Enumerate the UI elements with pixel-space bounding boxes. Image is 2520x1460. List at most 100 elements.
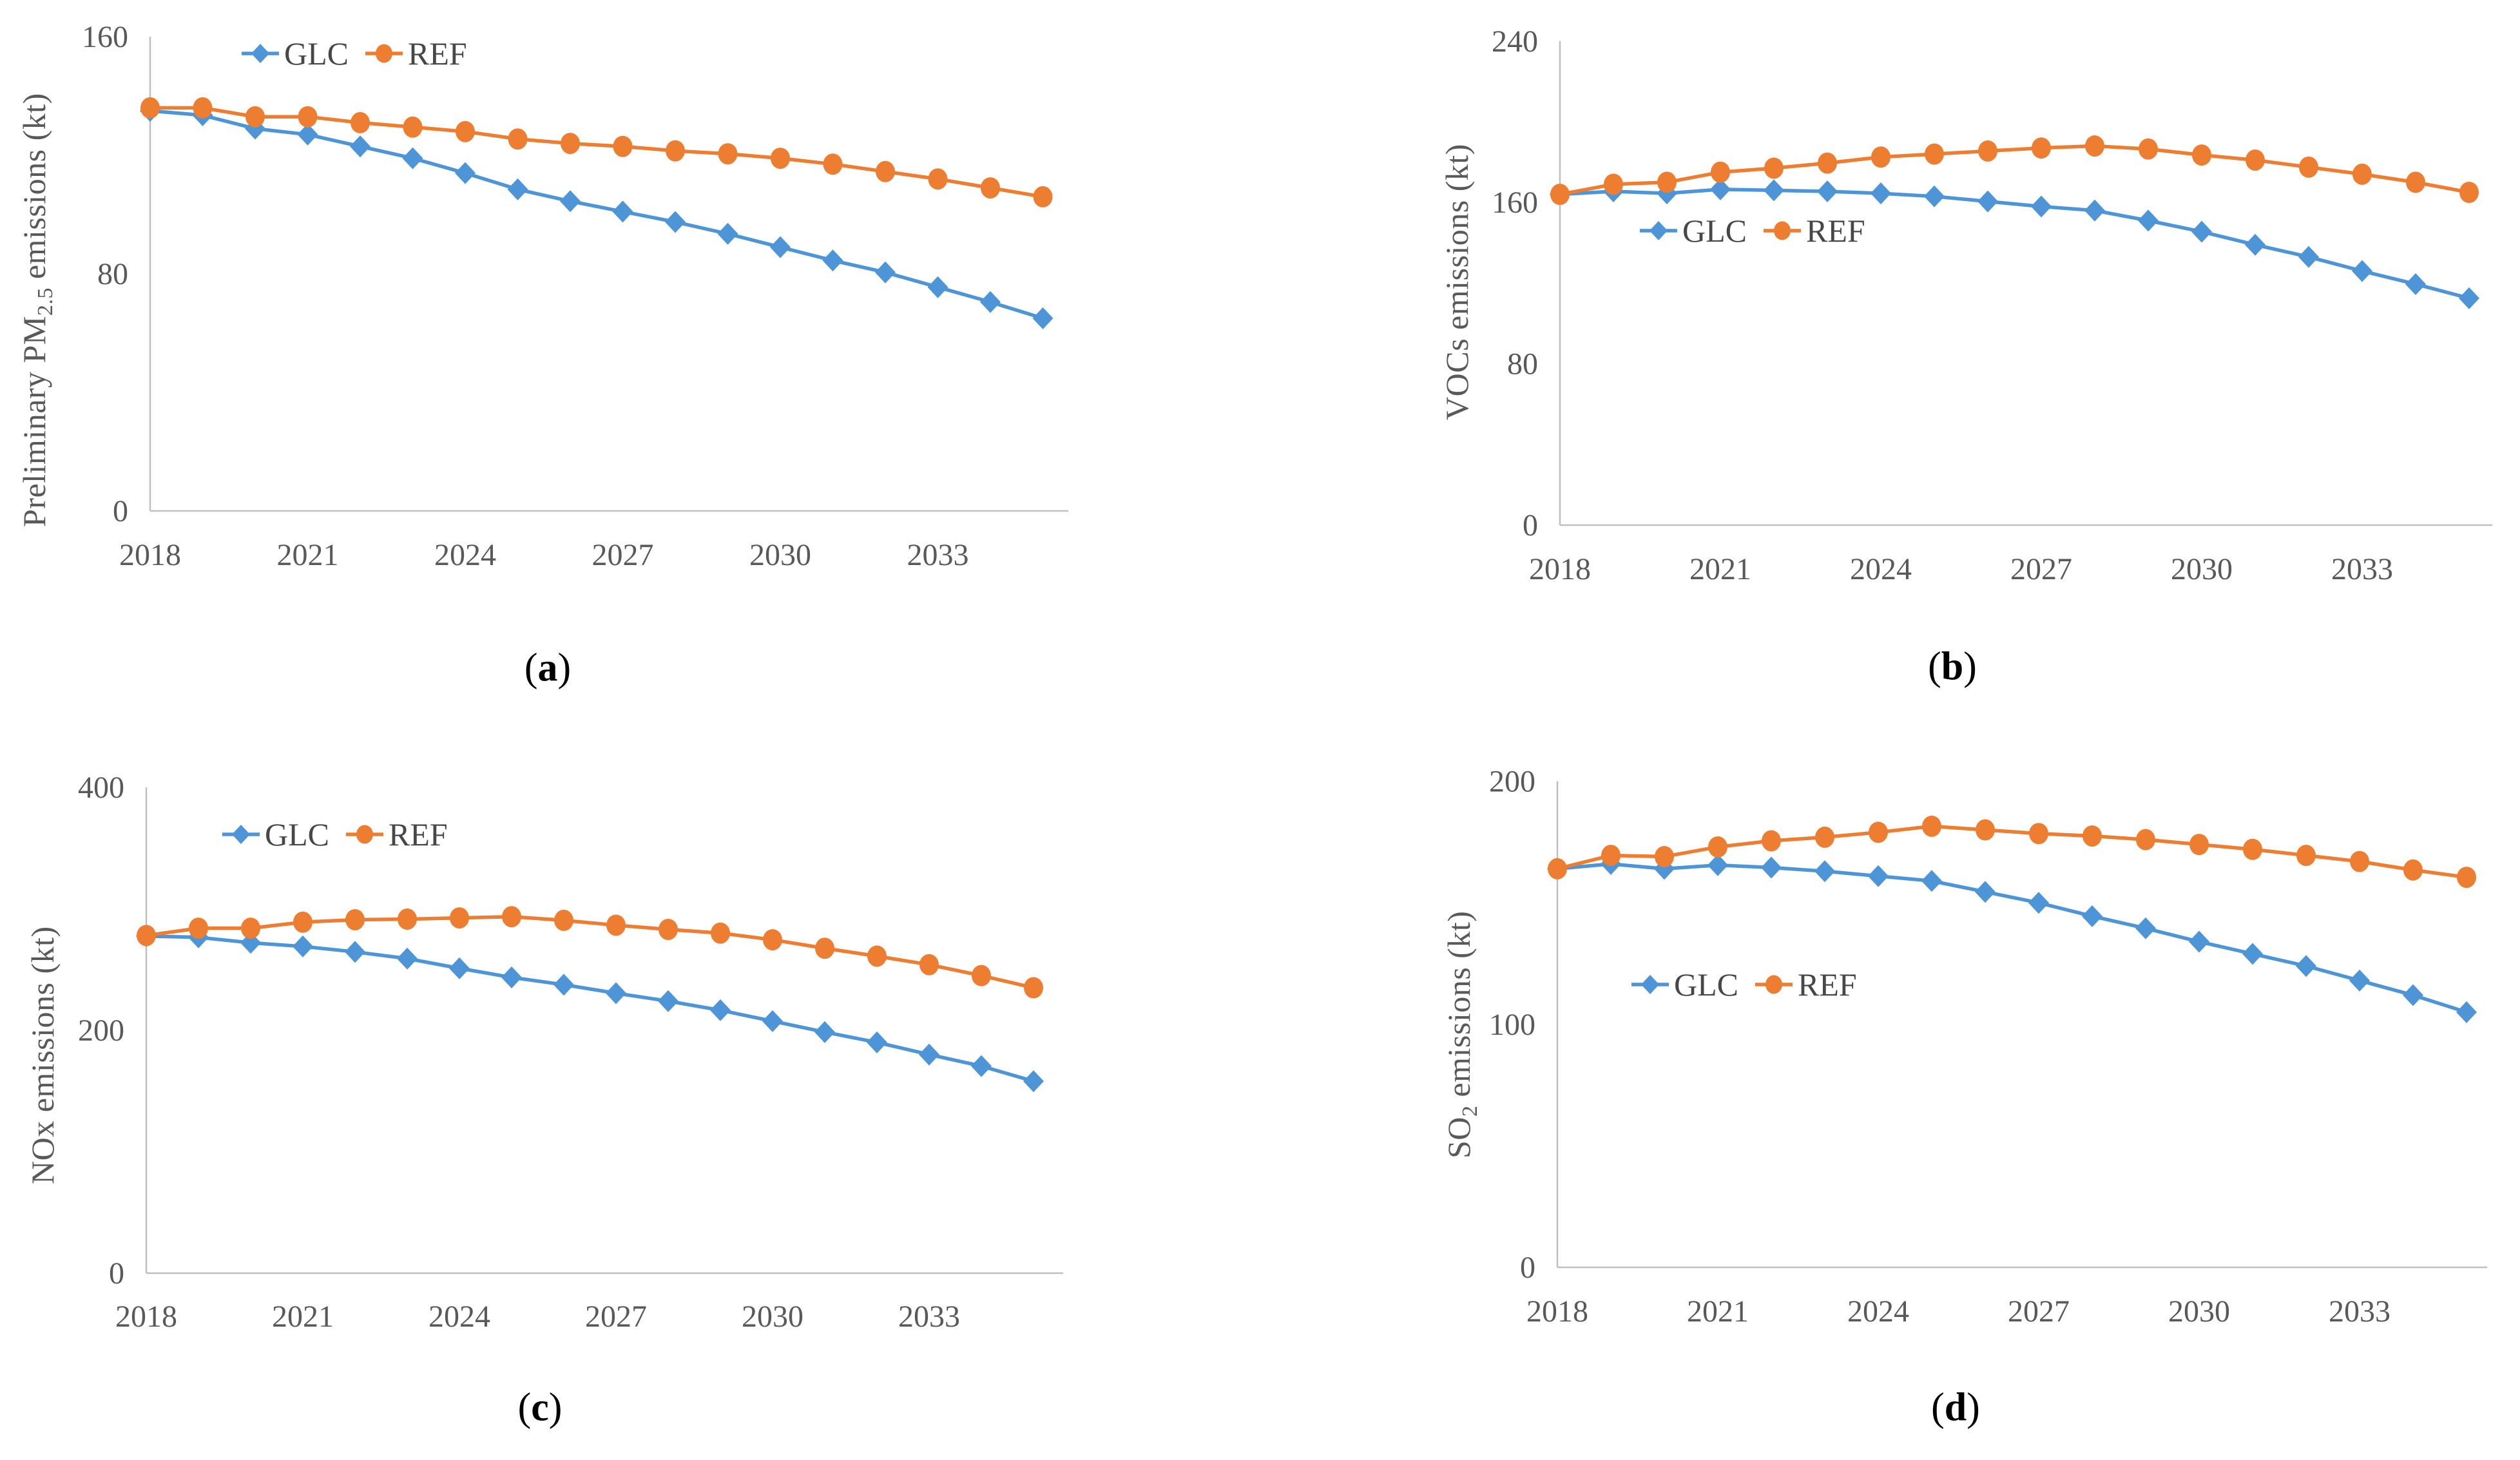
series-marker-ref-a: [1033, 186, 1053, 207]
series-marker-glc-b: [2352, 260, 2372, 282]
x-tick-label-a: 2021: [277, 538, 339, 572]
legend-marker-glc-c: [232, 825, 250, 844]
series-marker-glc-b: [2031, 195, 2052, 218]
series-marker-ref-b: [1604, 173, 1623, 195]
series-marker-ref-c: [450, 907, 469, 929]
series-line-ref-a: [148, 106, 1045, 199]
series-marker-glc-d: [2456, 1001, 2477, 1023]
series-marker-glc-d: [2028, 892, 2049, 914]
series-marker-ref-c: [137, 925, 156, 946]
series-marker-ref-c: [972, 965, 991, 986]
x-tick-label-c: 2018: [115, 1300, 177, 1334]
y-tick-label-b: 160: [1492, 186, 1538, 220]
series-marker-ref-a: [245, 106, 265, 128]
series-marker-glc-d: [1814, 860, 1835, 883]
caption-panel-c: (c): [517, 1385, 563, 1430]
series-marker-glc-c: [345, 941, 365, 963]
series-marker-glc-a: [717, 222, 738, 245]
series-marker-ref-d: [2136, 829, 2155, 850]
series-marker-ref-b: [2299, 156, 2318, 178]
series-marker-ref-b: [2192, 144, 2211, 166]
x-tick-label-a: 2027: [592, 538, 654, 572]
series-marker-ref-a: [666, 140, 685, 162]
series-marker-ref-d: [2082, 825, 2102, 847]
series-marker-ref-a: [928, 168, 948, 190]
series-marker-glc-d: [1707, 854, 1728, 876]
series-marker-glc-a: [822, 249, 843, 272]
caption-panel-a: (a): [524, 646, 572, 690]
series-marker-glc-a: [927, 276, 948, 298]
y-axis-title-nox: NOx emissions (kt): [24, 926, 61, 1184]
series-marker-ref-b: [1871, 146, 1890, 168]
x-tick-label-b: 2018: [1529, 552, 1591, 586]
series-marker-glc-b: [1817, 180, 1838, 202]
series-marker-ref-c: [502, 906, 521, 928]
series-marker-ref-d: [2457, 867, 2476, 888]
x-tick-label-d: 2024: [1847, 1294, 1909, 1329]
caption-panel-d: (d): [1931, 1385, 1980, 1430]
series-marker-ref-c: [293, 911, 313, 933]
series-marker-ref-b: [1550, 184, 1570, 206]
series-marker-glc-a: [980, 291, 1001, 313]
y-tick-label-b: 80: [1507, 347, 1538, 381]
series-marker-ref-c: [659, 919, 678, 941]
x-tick-label-b: 2027: [2010, 552, 2072, 586]
series-marker-ref-c: [763, 929, 782, 951]
x-tick-label-d: 2021: [1687, 1294, 1749, 1329]
series-marker-ref-a: [718, 143, 738, 165]
legend-label-ref-c: REF: [389, 816, 448, 852]
series-marker-ref-d: [2403, 859, 2423, 881]
series-marker-glc-c: [553, 974, 574, 996]
series-marker-ref-d: [1815, 826, 1834, 848]
series-marker-glc-a: [297, 123, 318, 146]
series-marker-glc-b: [1764, 179, 1784, 202]
series-marker-ref-d: [2350, 850, 2369, 872]
series-marker-glc-c: [293, 935, 313, 957]
legend-label-ref-d: REF: [1798, 966, 1857, 1003]
series-marker-ref-a: [456, 120, 475, 142]
series-line-ref-d: [1555, 824, 2468, 879]
y-tick-label-a: 0: [113, 494, 128, 528]
y-axis-title-vocs: VOCs emissions (kt): [1439, 144, 1475, 420]
x-tick-label-d: 2018: [1526, 1294, 1588, 1329]
series-marker-glc-a: [665, 211, 686, 233]
series-marker-glc-d: [2082, 905, 2102, 927]
series-marker-glc-a: [875, 261, 896, 283]
y-tick-label-c: 200: [78, 1013, 124, 1048]
series-marker-ref-c: [1024, 977, 1043, 999]
series-marker-ref-a: [561, 133, 580, 155]
series-marker-ref-b: [2246, 149, 2265, 171]
series-marker-ref-d: [2189, 834, 2209, 856]
series-marker-glc-c: [397, 947, 418, 970]
x-tick-label-a: 2024: [434, 538, 496, 572]
series-marker-ref-c: [867, 945, 887, 967]
legend-marker-ref-d: [1765, 975, 1782, 994]
x-tick-label-a: 2030: [749, 538, 811, 572]
series-marker-ref-c: [919, 954, 939, 975]
series-marker-glc-c: [1023, 1070, 1044, 1093]
y-tick-label-c: 0: [109, 1256, 124, 1291]
series-marker-glc-d: [2296, 955, 2316, 977]
series-marker-ref-b: [2406, 171, 2425, 193]
y-tick-label-a: 80: [97, 257, 128, 291]
series-marker-glc-b: [2191, 220, 2212, 243]
series-marker-glc-d: [1868, 865, 1889, 887]
legend-label-glc-a: GLC: [284, 35, 349, 72]
series-marker-ref-d: [1655, 846, 1674, 868]
series-line-glc-a: [148, 109, 1045, 320]
series-marker-ref-d: [1708, 836, 1727, 858]
series-marker-ref-d: [2296, 845, 2316, 867]
y-tick-label-c: 400: [78, 771, 124, 805]
series-marker-ref-a: [403, 116, 423, 138]
series-marker-glc-c: [919, 1043, 939, 1066]
x-tick-label-c: 2024: [428, 1300, 490, 1334]
legend-marker-ref-b: [1774, 221, 1791, 240]
series-line-ref-b: [1558, 144, 2471, 197]
series-marker-ref-c: [815, 937, 834, 959]
series-marker-ref-a: [140, 97, 160, 119]
series-marker-glc-a: [507, 178, 528, 200]
series-marker-glc-c: [710, 999, 731, 1021]
series-marker-glc-d: [2135, 917, 2156, 939]
x-tick-label-c: 2021: [272, 1300, 334, 1334]
